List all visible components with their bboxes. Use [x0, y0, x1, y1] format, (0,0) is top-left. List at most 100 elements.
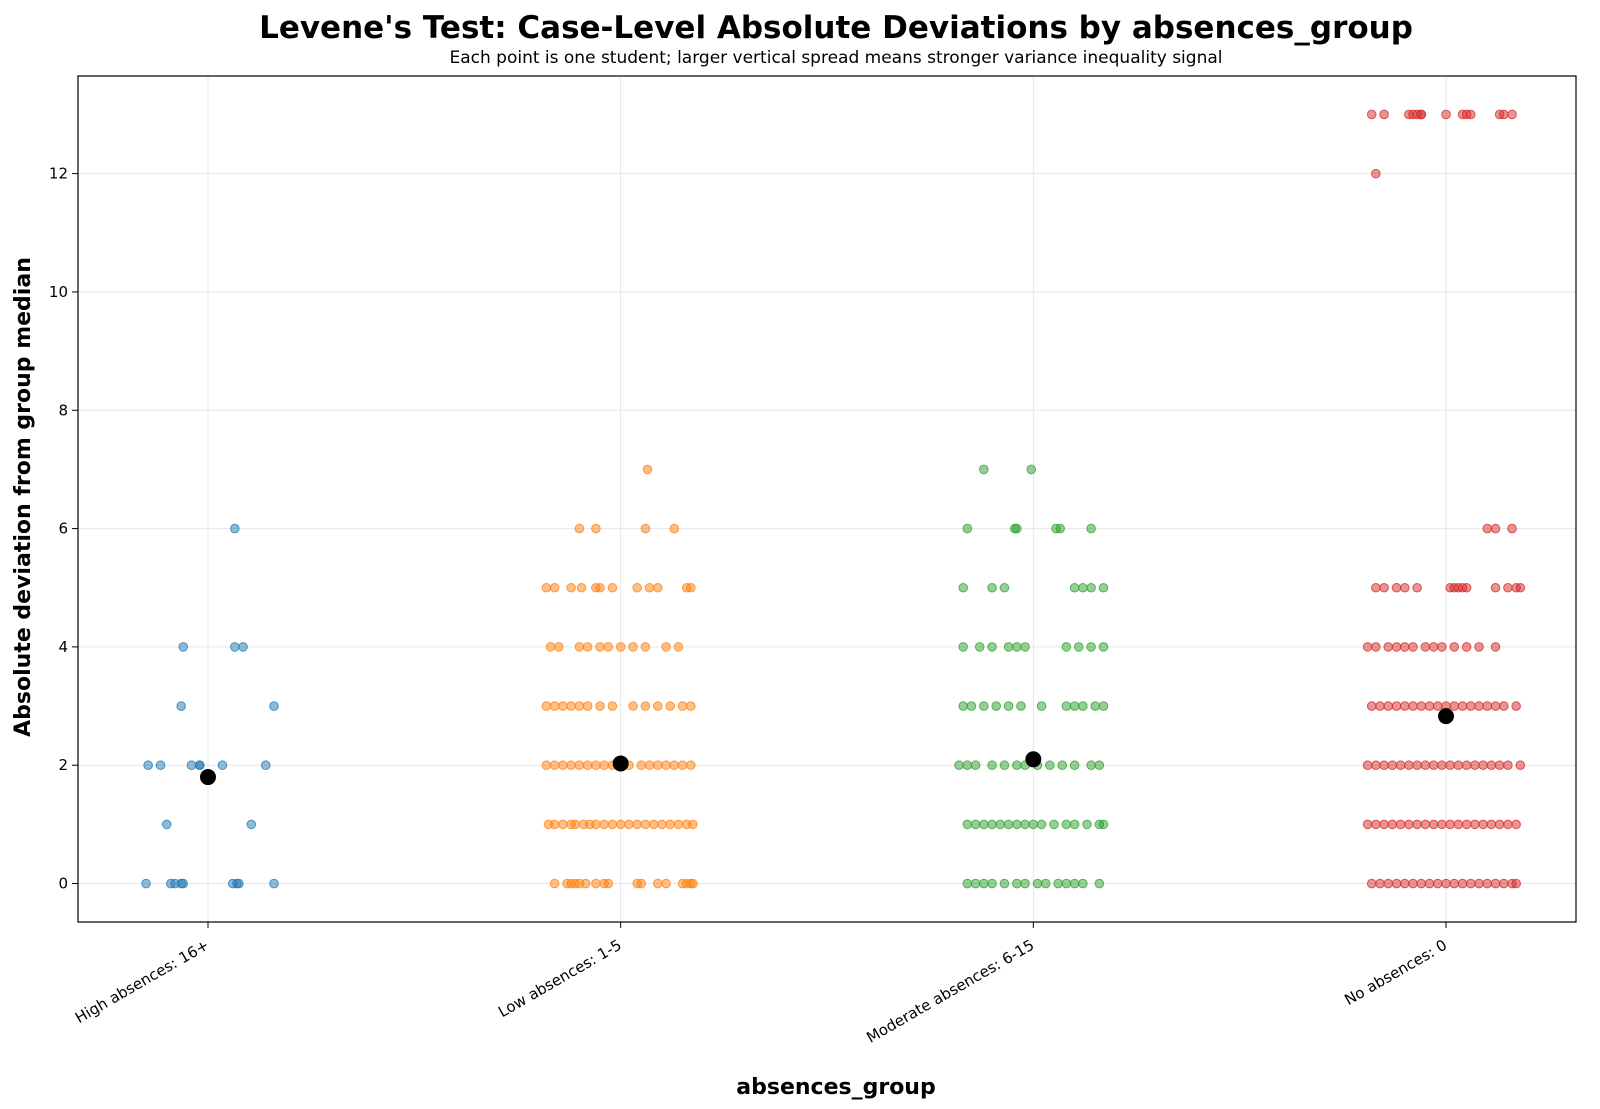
data-point: [566, 760, 576, 771]
data-point: [640, 701, 651, 711]
data-point: [607, 701, 618, 711]
data-point: [1371, 168, 1381, 179]
data-point: [591, 523, 601, 534]
data-point: [954, 760, 964, 771]
data-point: [1391, 642, 1402, 652]
data-point: [1474, 701, 1484, 711]
data-point: [1416, 878, 1427, 889]
y-tick-label: 10: [49, 283, 68, 301]
data-point: [1098, 642, 1109, 652]
data-point: [1420, 642, 1431, 652]
data-point: [1445, 819, 1455, 830]
mean-markers: [199, 708, 1455, 786]
y-tick-label: 0: [58, 875, 68, 893]
data-point: [1461, 582, 1472, 593]
data-point: [1362, 760, 1373, 771]
data-point: [1503, 582, 1513, 593]
data-point: [686, 701, 696, 711]
data-point: [661, 878, 671, 889]
data-point: [1383, 701, 1394, 711]
data-point: [553, 642, 564, 652]
data-point: [1379, 760, 1389, 771]
data-point: [1098, 701, 1109, 711]
data-point: [686, 760, 696, 771]
data-point: [607, 819, 618, 830]
group-mean-marker: [199, 769, 216, 786]
data-point: [1437, 819, 1447, 830]
data-point: [1383, 642, 1394, 652]
data-point: [1366, 701, 1377, 711]
data-point: [582, 642, 593, 652]
data-point: [1387, 760, 1398, 771]
data-point: [1371, 642, 1381, 652]
data-point: [661, 642, 671, 652]
data-point: [574, 642, 585, 652]
data-point: [1408, 642, 1418, 652]
data-point: [599, 819, 609, 830]
data-point: [580, 878, 591, 889]
data-point: [230, 642, 240, 652]
data-point: [1465, 878, 1476, 889]
data-point: [688, 819, 698, 830]
data-point: [653, 582, 663, 593]
data-point: [970, 760, 981, 771]
data-point: [549, 582, 560, 593]
data-point: [987, 582, 997, 593]
data-point: [591, 878, 601, 889]
data-point: [1379, 582, 1389, 593]
data-point: [143, 760, 153, 771]
data-point: [1507, 523, 1517, 534]
data-point: [1383, 878, 1394, 889]
data-point: [217, 760, 228, 771]
data-point: [1420, 819, 1431, 830]
data-point: [1428, 642, 1439, 652]
data-point: [673, 819, 684, 830]
data-point: [178, 878, 189, 889]
data-point: [688, 878, 698, 889]
data-point: [991, 701, 1001, 711]
data-point: [186, 760, 197, 771]
data-point: [1461, 760, 1472, 771]
data-point: [979, 878, 989, 889]
data-point: [178, 642, 189, 652]
data-point: [1003, 819, 1014, 830]
data-point: [1449, 642, 1460, 652]
data-point: [1078, 701, 1088, 711]
data-point: [628, 701, 638, 711]
data-point: [1486, 760, 1497, 771]
data-point: [570, 819, 581, 830]
data-point: [1478, 819, 1488, 830]
data-point: [1482, 878, 1493, 889]
data-point: [1362, 642, 1373, 652]
data-point: [1490, 642, 1501, 652]
data-point: [1498, 109, 1509, 120]
data-point: [545, 642, 556, 652]
data-point: [648, 819, 659, 830]
data-point: [591, 819, 601, 830]
data-point: [1461, 642, 1472, 652]
data-point: [1490, 582, 1501, 593]
data-point: [644, 760, 655, 771]
data-point: [1036, 819, 1047, 830]
data-point: [1366, 878, 1377, 889]
data-point: [260, 760, 271, 771]
data-point: [1049, 819, 1059, 830]
y-tick-label: 8: [58, 401, 68, 419]
data-point: [958, 582, 968, 593]
data-point: [1395, 760, 1406, 771]
data-point: [1399, 878, 1410, 889]
data-points: [141, 109, 1526, 889]
data-point: [1494, 819, 1505, 830]
data-point: [1371, 582, 1381, 593]
data-point: [1020, 642, 1030, 652]
data-point: [995, 819, 1006, 830]
data-point: [1437, 642, 1447, 652]
data-point: [541, 701, 552, 711]
data-point: [576, 582, 587, 593]
data-point: [591, 760, 601, 771]
data-point: [1073, 642, 1084, 652]
data-point: [558, 819, 568, 830]
data-point: [1449, 878, 1460, 889]
data-point: [1086, 582, 1096, 593]
data-point: [1453, 760, 1464, 771]
